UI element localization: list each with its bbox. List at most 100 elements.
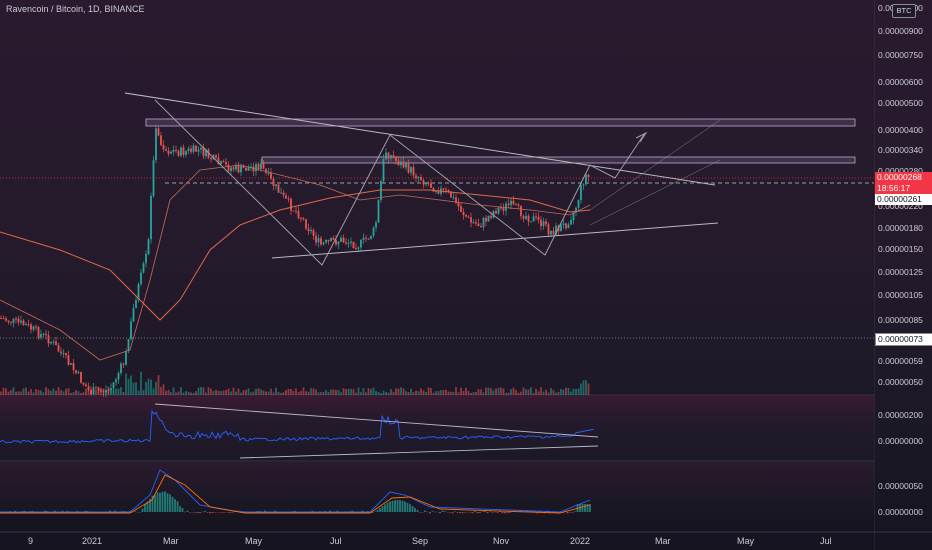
- volume-bar: [382, 390, 385, 395]
- candle-body: [315, 235, 317, 243]
- indicator2-tick-label: 0.00000050: [878, 481, 923, 491]
- volume-bar: [395, 388, 397, 395]
- candle-body: [565, 223, 567, 229]
- histogram-bar: [46, 510, 49, 512]
- volume-bar: [420, 388, 422, 395]
- indicator1-pane[interactable]: [0, 396, 874, 460]
- candle-body: [190, 148, 192, 152]
- candle-body: [52, 341, 55, 343]
- volume-bar: [150, 379, 152, 395]
- volume-bar: [512, 387, 515, 395]
- volume-bar: [490, 388, 492, 395]
- candle-body: [420, 177, 422, 181]
- candle-body: [570, 220, 572, 225]
- histogram-bar: [399, 500, 401, 512]
- histogram-bar: [414, 507, 416, 512]
- volume-bar: [127, 378, 130, 395]
- time-tick-label: Mar: [655, 536, 671, 546]
- histogram-bar: [506, 512, 509, 513]
- candle-body: [57, 345, 60, 352]
- candle-body: [12, 318, 15, 323]
- candle-body: [75, 370, 77, 374]
- volume-bar: [360, 392, 362, 395]
- volume-bar: [200, 387, 202, 395]
- volume-bar: [515, 389, 517, 395]
- histogram-bar: [361, 510, 364, 512]
- last-price-badge: 0.00000268: [875, 172, 932, 183]
- volume-bar: [375, 390, 377, 395]
- candle-body: [152, 160, 155, 196]
- candle-body: [15, 318, 17, 320]
- histogram-bar: [224, 512, 226, 513]
- histogram-bar: [404, 501, 406, 512]
- volume-bar: [37, 390, 40, 395]
- histogram-bar: [456, 512, 459, 513]
- candle-body: [322, 242, 325, 245]
- volume-bar: [215, 389, 217, 395]
- price-tick-label: 0.00000220: [878, 201, 923, 211]
- candle-body: [580, 185, 582, 201]
- candle-body: [462, 211, 465, 216]
- candle-body: [290, 198, 292, 211]
- histogram-bar: [176, 501, 179, 512]
- symbol-title[interactable]: Ravencoin / Bitcoin, 1D, BINANCE: [6, 4, 145, 14]
- candle-body: [205, 149, 207, 157]
- candle-body: [20, 320, 22, 323]
- candle-body: [132, 307, 135, 322]
- candle-body: [40, 333, 42, 338]
- histogram-bar: [214, 512, 216, 513]
- candle-body: [362, 237, 365, 240]
- histogram-bar: [379, 507, 381, 512]
- candle-body: [352, 241, 355, 249]
- volume-bar: [370, 389, 372, 395]
- volume-bar: [12, 387, 15, 395]
- histogram-bar: [149, 498, 151, 512]
- volume-bar: [185, 391, 187, 395]
- histogram-bar: [156, 492, 159, 512]
- candle-body: [415, 175, 417, 179]
- candle-body: [357, 247, 360, 249]
- histogram-bar: [114, 510, 116, 512]
- candle-body: [247, 167, 250, 171]
- candle-body: [432, 187, 435, 192]
- volume-bar: [7, 391, 10, 395]
- histogram-bar: [174, 499, 176, 512]
- candle-body: [277, 184, 280, 193]
- histogram-bar: [466, 511, 469, 513]
- candle-body: [235, 165, 237, 170]
- volume-bar: [305, 391, 307, 395]
- candle-body: [407, 162, 410, 173]
- volume-bar: [575, 389, 577, 395]
- histogram-bar: [459, 512, 461, 514]
- volume-bar: [310, 388, 312, 395]
- candle-body: [482, 217, 485, 228]
- candle-body: [282, 192, 285, 196]
- histogram-bar: [384, 504, 386, 512]
- volume-bar: [207, 387, 210, 395]
- histogram-bar: [439, 512, 441, 514]
- histogram-bar: [441, 510, 444, 512]
- volume-bar: [547, 392, 550, 395]
- volume-bar: [282, 392, 285, 395]
- volume-bar: [40, 390, 42, 395]
- histogram-bar: [471, 512, 474, 514]
- histogram-bar: [24, 510, 26, 512]
- indicator2-pane[interactable]: [0, 462, 874, 532]
- histogram-bar: [469, 512, 471, 513]
- histogram-bar: [66, 510, 69, 512]
- volume-bar: [240, 392, 242, 395]
- volume-bar: [227, 388, 230, 395]
- volume-bar: [45, 387, 47, 395]
- candle-body: [240, 165, 242, 173]
- candle-body: [502, 207, 505, 211]
- histogram-bar: [171, 496, 174, 512]
- candle-body: [332, 237, 335, 240]
- price-scale[interactable]: [874, 0, 932, 550]
- candle-body: [340, 237, 342, 242]
- histogram-bar: [131, 512, 134, 513]
- currency-badge[interactable]: BTC: [892, 4, 916, 18]
- volume-bar: [0, 391, 2, 395]
- histogram-bar: [109, 510, 111, 512]
